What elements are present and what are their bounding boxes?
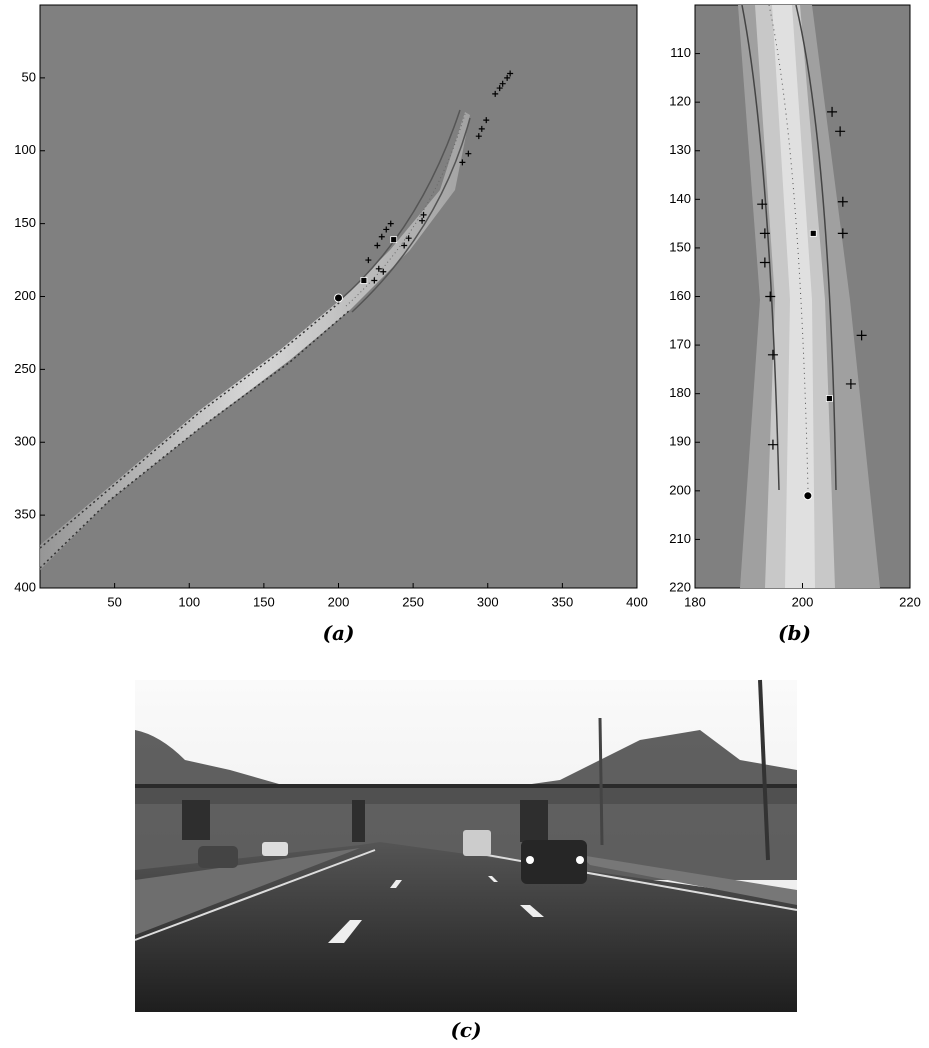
x-tick-label: 50 xyxy=(107,594,121,609)
x-tick-label: 200 xyxy=(328,594,350,609)
x-tick-label: 250 xyxy=(402,594,424,609)
cross-marker xyxy=(837,228,848,239)
y-tick-label: 130 xyxy=(669,142,691,157)
square-marker xyxy=(825,395,833,402)
cross-marker xyxy=(387,220,394,227)
cross-marker xyxy=(483,117,490,124)
cross-marker xyxy=(371,277,378,284)
cross-marker xyxy=(759,257,770,268)
x-tick-label: 220 xyxy=(899,594,921,609)
cross-marker xyxy=(496,85,503,92)
y-tick-label: 350 xyxy=(14,507,36,522)
cross-marker xyxy=(419,217,426,224)
cross-marker xyxy=(475,133,482,140)
y-tick-label: 200 xyxy=(669,482,691,497)
cross-marker xyxy=(478,125,485,132)
y-tick-label: 160 xyxy=(669,288,691,303)
square-marker xyxy=(390,236,398,244)
y-tick-label: 120 xyxy=(669,94,691,109)
caption: (b) xyxy=(778,621,811,645)
cross-marker xyxy=(507,70,514,77)
y-tick-label: 50 xyxy=(22,69,36,84)
y-tick-label: 180 xyxy=(669,385,691,400)
caption: (c) xyxy=(450,1018,481,1042)
y-tick-label: 170 xyxy=(669,337,691,352)
square-marker xyxy=(360,277,368,284)
cross-marker xyxy=(420,211,427,218)
cross-marker xyxy=(845,378,856,389)
panel-b-image xyxy=(694,4,911,589)
cross-marker xyxy=(383,226,390,233)
y-tick-label: 200 xyxy=(14,288,36,303)
cross-marker xyxy=(375,265,382,272)
cross-marker xyxy=(856,330,867,341)
y-tick-label: 150 xyxy=(669,239,691,254)
cross-marker xyxy=(767,439,778,450)
cross-marker xyxy=(380,268,387,275)
y-tick-label: 140 xyxy=(669,191,691,206)
x-tick-label: 100 xyxy=(178,594,200,609)
cross-marker xyxy=(374,242,381,249)
y-tick-label: 300 xyxy=(14,434,36,449)
y-tick-label: 210 xyxy=(669,531,691,546)
cross-marker xyxy=(765,291,776,302)
x-tick-label: 180 xyxy=(684,594,706,609)
photo xyxy=(134,679,798,1012)
cross-marker xyxy=(504,74,511,81)
x-tick-label: 200 xyxy=(792,594,814,609)
cross-marker xyxy=(827,106,838,117)
x-tick-label: 300 xyxy=(477,594,499,609)
y-tick-label: 190 xyxy=(669,434,691,449)
x-tick-label: 400 xyxy=(626,594,648,609)
cross-marker xyxy=(499,80,506,87)
panel-a-image xyxy=(39,4,638,589)
x-tick-label: 350 xyxy=(552,594,574,609)
y-tick-label: 110 xyxy=(670,45,691,60)
cross-marker xyxy=(757,199,768,210)
caption: (a) xyxy=(323,621,355,645)
dot-marker xyxy=(334,293,343,303)
cross-marker xyxy=(459,159,466,166)
square-marker xyxy=(809,229,817,237)
cross-marker xyxy=(465,150,472,157)
cross-marker xyxy=(835,126,846,137)
cross-marker xyxy=(492,90,499,97)
x-tick-label: 150 xyxy=(253,594,275,609)
dot-marker xyxy=(803,491,813,501)
cross-marker xyxy=(401,242,408,249)
cross-marker xyxy=(378,233,385,240)
y-tick-label: 150 xyxy=(14,215,36,230)
cross-marker xyxy=(767,349,778,360)
cross-marker xyxy=(365,257,372,264)
y-tick-label: 250 xyxy=(14,361,36,376)
y-tick-label: 220 xyxy=(669,579,691,594)
y-tick-label: 100 xyxy=(14,142,36,157)
cross-marker xyxy=(837,196,848,207)
cross-marker xyxy=(405,235,412,242)
y-tick-label: 400 xyxy=(14,579,36,594)
cross-marker xyxy=(759,228,770,239)
